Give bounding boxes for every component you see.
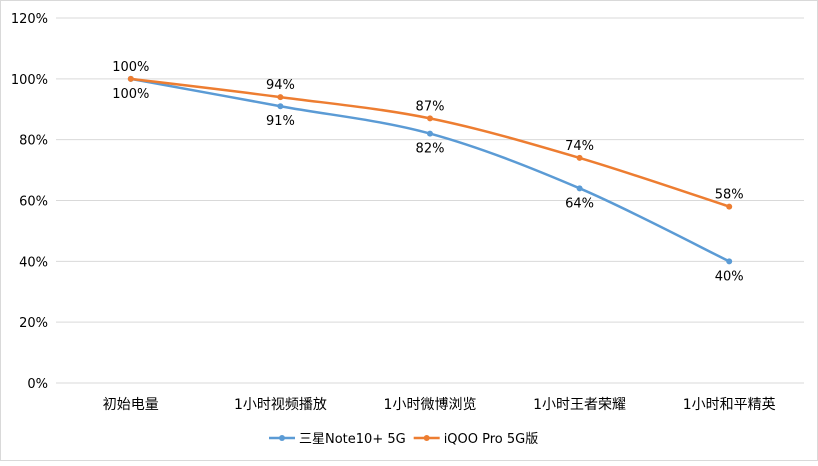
y-tick-label: 100% bbox=[11, 73, 48, 88]
data-point bbox=[726, 203, 733, 210]
data-label: 100% bbox=[112, 60, 149, 75]
x-tick-label: 1小时和平精英 bbox=[683, 396, 776, 413]
legend-label: iQOO Pro 5G版 bbox=[444, 432, 539, 447]
x-tick-label: 初始电量 bbox=[103, 396, 159, 413]
data-label: 74% bbox=[565, 139, 594, 154]
x-tick-label: 1小时微博浏览 bbox=[384, 396, 477, 413]
data-label: 87% bbox=[416, 99, 445, 114]
legend-label: 三星Note10+ 5G bbox=[299, 432, 406, 447]
data-point bbox=[726, 258, 733, 265]
y-tick-label: 40% bbox=[19, 255, 48, 270]
data-label: 100% bbox=[112, 87, 149, 102]
data-label: 40% bbox=[715, 269, 744, 284]
data-point bbox=[427, 130, 433, 137]
data-point bbox=[277, 103, 284, 110]
data-label: 64% bbox=[565, 196, 594, 211]
data-label: 91% bbox=[266, 114, 295, 129]
x-tick-label: 1小时视频播放 bbox=[234, 397, 327, 413]
data-point bbox=[427, 115, 433, 122]
data-point bbox=[277, 94, 284, 101]
data-label: 94% bbox=[266, 78, 295, 93]
x-tick-label: 1小时王者荣耀 bbox=[533, 397, 626, 413]
data-point bbox=[576, 185, 583, 192]
data-point bbox=[576, 154, 583, 161]
y-tick-label: 80% bbox=[19, 134, 48, 149]
legend-marker bbox=[423, 435, 430, 441]
y-tick-label: 120% bbox=[11, 12, 48, 27]
legend-marker bbox=[279, 435, 285, 441]
y-tick-label: 60% bbox=[19, 195, 48, 210]
data-point bbox=[127, 75, 134, 82]
data-label: 58% bbox=[715, 188, 744, 203]
y-tick-label: 20% bbox=[19, 316, 48, 331]
y-tick-label: 0% bbox=[27, 377, 48, 392]
data-label: 82% bbox=[416, 142, 445, 157]
